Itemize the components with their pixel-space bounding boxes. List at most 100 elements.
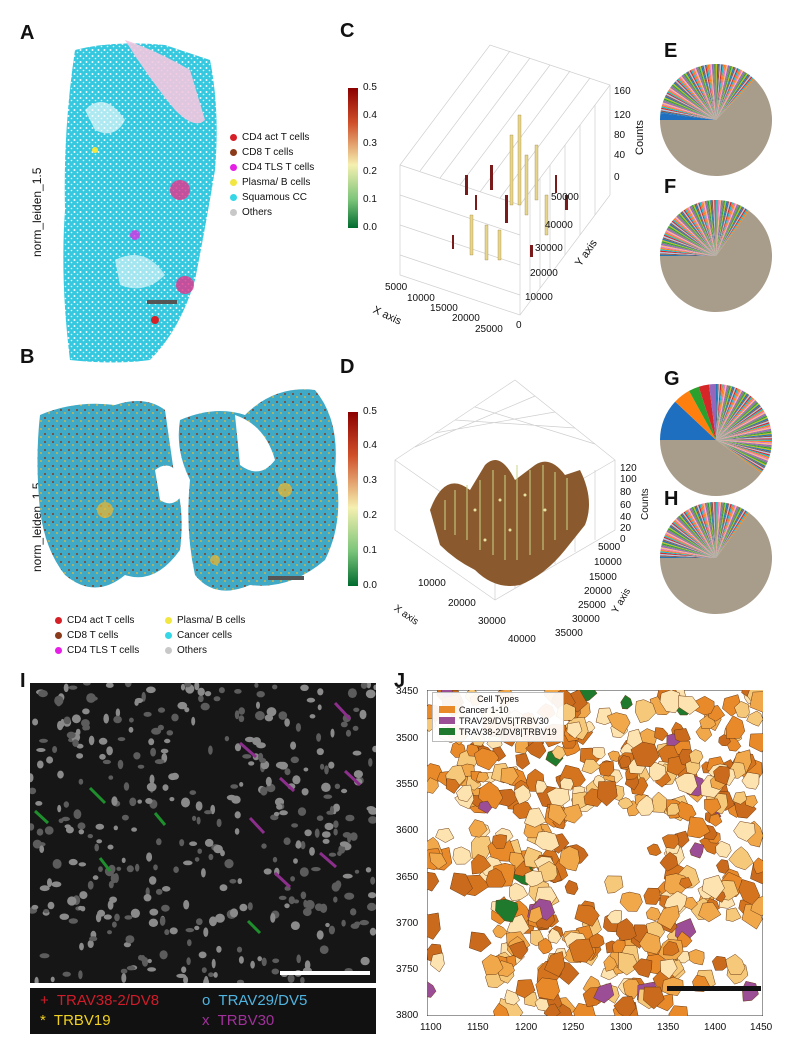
nucleus	[309, 847, 315, 856]
cell-polygon	[648, 761, 667, 782]
cell-polygon	[746, 710, 763, 727]
pie-slice	[681, 75, 716, 120]
pie-slice	[716, 77, 754, 120]
pie-slice	[660, 110, 716, 120]
pie-slice	[716, 430, 772, 440]
nucleus	[151, 727, 162, 735]
pie-slice	[716, 209, 748, 256]
pie-slice	[682, 74, 716, 120]
nucleus	[134, 697, 144, 704]
pie-slice	[716, 200, 722, 256]
nucleus	[299, 867, 309, 877]
nucleus	[255, 711, 265, 721]
nucleus	[95, 823, 105, 830]
nucleus	[353, 770, 363, 779]
panel-a-tissue-image	[63, 40, 217, 363]
x-tick: 15000	[430, 303, 458, 314]
pie-slice	[716, 389, 742, 440]
pie-slice	[716, 440, 770, 459]
nucleus	[160, 748, 169, 754]
cell-polygon	[635, 795, 655, 816]
pie-slice	[693, 68, 716, 120]
nucleus	[113, 715, 122, 724]
nucleus	[368, 758, 373, 767]
nucleus	[185, 928, 195, 933]
cell-polygon	[473, 747, 500, 771]
cell-polygon	[656, 905, 680, 930]
pie-slice	[716, 407, 763, 440]
nucleus	[102, 759, 111, 765]
pie-slice	[675, 390, 716, 440]
nucleus	[147, 958, 152, 964]
pie-slice	[716, 75, 752, 120]
pie-slice	[716, 64, 727, 120]
legend-label: TRAV29/DV5|TRBV30	[459, 715, 549, 726]
pie-slice	[698, 66, 716, 120]
nucleus	[216, 945, 222, 953]
nucleus	[330, 728, 335, 738]
pie-slice	[690, 205, 716, 256]
nucleus	[311, 867, 321, 872]
nucleus	[263, 868, 272, 875]
nucleus	[322, 838, 330, 844]
pie-slice	[716, 417, 768, 440]
cell-polygon	[430, 952, 445, 973]
pie-slice	[716, 398, 755, 440]
nucleus	[303, 899, 308, 908]
nucleus	[215, 913, 225, 923]
cell-polygon	[427, 777, 439, 794]
pie-slice	[686, 207, 716, 256]
legend-symbol: *	[40, 1012, 46, 1029]
pie-slice	[665, 532, 716, 558]
cell-polygon	[435, 827, 455, 843]
pie-slice	[662, 237, 716, 256]
nucleus	[103, 914, 112, 920]
nucleus	[273, 811, 280, 817]
nucleus	[52, 859, 62, 869]
pie-slice	[716, 502, 727, 558]
nucleus	[198, 695, 204, 703]
pie-slice	[716, 203, 736, 256]
pie-slice	[664, 233, 716, 256]
nucleus	[124, 915, 133, 920]
nucleus	[290, 921, 300, 930]
cell-polygon	[607, 750, 621, 762]
pie-slice	[694, 67, 716, 120]
pie-slice	[716, 440, 772, 446]
pie-slice	[716, 203, 737, 256]
pie-slice	[716, 68, 740, 120]
nucleus	[106, 746, 113, 756]
pie-slice	[716, 71, 746, 120]
pie-slice	[716, 72, 747, 120]
nucleus	[108, 864, 116, 874]
pie-slice	[716, 403, 760, 440]
panel-g-pie	[660, 384, 772, 496]
nucleus	[316, 930, 324, 940]
nucleus	[157, 707, 166, 713]
cell-polygon	[558, 846, 580, 872]
pie-slice	[688, 70, 716, 120]
nucleus	[209, 916, 217, 927]
nucleus	[107, 930, 112, 935]
pie-slice	[696, 202, 716, 256]
nucleus	[30, 823, 35, 831]
pie-slice	[716, 208, 747, 256]
nucleus	[112, 921, 117, 928]
pie-slice	[661, 543, 716, 558]
nucleus	[341, 788, 348, 794]
nucleus	[216, 818, 222, 828]
nucleus	[204, 810, 212, 815]
cell-polygon	[481, 954, 504, 976]
nucleus	[137, 764, 145, 769]
pie-slice	[673, 520, 716, 558]
pie-slice	[697, 66, 716, 120]
nucleus	[303, 767, 309, 772]
cell-polygon	[634, 699, 657, 723]
pie-slice	[716, 204, 739, 256]
cell-polygon	[715, 840, 732, 858]
pie-slice	[716, 505, 737, 558]
nucleus	[284, 768, 291, 776]
nucleus	[368, 892, 376, 899]
nucleus	[370, 876, 376, 885]
pie-slice	[716, 387, 738, 440]
